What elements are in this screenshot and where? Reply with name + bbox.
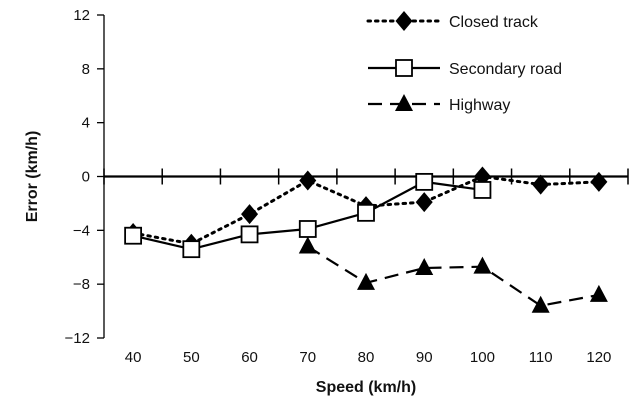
x-tick-label: 40 [125, 349, 142, 366]
data-point-highway [357, 272, 375, 290]
data-point-highway [589, 284, 608, 302]
y-tick-label: 8 [82, 61, 90, 78]
chart-legend: Closed track Secondary road Highway [366, 11, 562, 114]
data-point-closed-track [299, 170, 317, 191]
data-point-closed-track [415, 192, 433, 213]
legend-marker-closed-track [395, 11, 413, 31]
y-tick-label: 0 [82, 169, 90, 186]
data-point-highway [298, 236, 317, 254]
y-tick-label: −8 [73, 276, 90, 293]
data-point-secondary-road [240, 225, 259, 244]
data-point-secondary-road [124, 226, 143, 245]
legend-label-secondary-road: Secondary road [449, 61, 562, 78]
x-tick-label: 80 [358, 349, 375, 366]
data-point-secondary-road [357, 203, 375, 222]
data-point-closed-track [241, 204, 259, 225]
x-tick-label: 90 [416, 349, 433, 366]
data-point-highway [473, 256, 492, 274]
x-tick-label: 110 [529, 349, 553, 366]
data-point-secondary-road [182, 240, 201, 259]
data-point-secondary-road [415, 172, 434, 191]
data-point-highway [531, 295, 550, 313]
data-point-highway [415, 258, 434, 276]
legend-marker-highway [395, 94, 413, 111]
x-tick-label: 120 [586, 349, 611, 366]
y-tick-label: −12 [65, 330, 90, 347]
y-tick-label: −4 [73, 222, 90, 239]
x-tick-label: 50 [183, 349, 200, 366]
y-tick-label: 12 [73, 7, 90, 24]
data-point-secondary-road [473, 181, 492, 199]
series-line-highway [307, 245, 600, 307]
x-tick-label: 70 [299, 349, 316, 366]
x-axis-title: Speed (km/h) [316, 379, 416, 396]
data-point-closed-track [590, 171, 608, 192]
y-axis-title: Error (km/h) [24, 131, 41, 223]
x-tick-label: 60 [241, 349, 258, 366]
data-point-closed-track [532, 174, 550, 195]
y-tick-label: 4 [82, 115, 90, 132]
legend-marker-secondary-road [395, 59, 413, 77]
chart-series [124, 166, 608, 313]
legend-label-closed-track: Closed track [449, 14, 539, 31]
legend-label-highway: Highway [449, 97, 510, 114]
data-point-secondary-road [298, 220, 317, 238]
x-tick-label: 100 [470, 349, 495, 366]
